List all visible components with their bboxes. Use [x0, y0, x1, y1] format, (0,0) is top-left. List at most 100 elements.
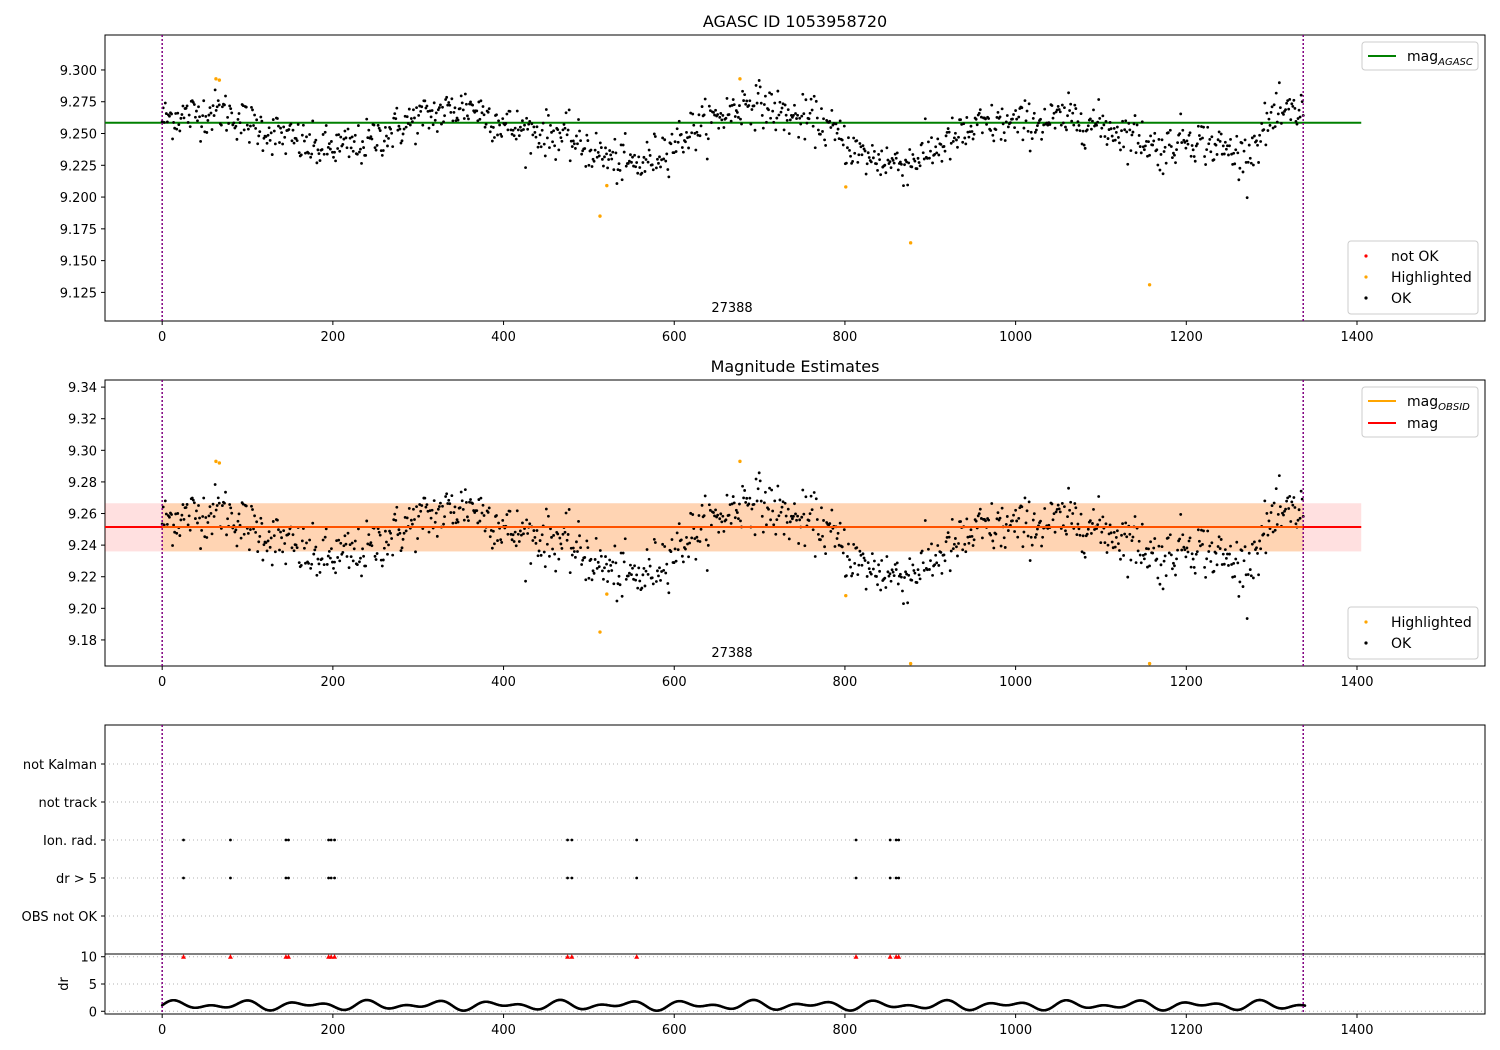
ok-point: [865, 575, 869, 578]
ok-point: [795, 117, 798, 120]
ok-point: [1146, 565, 1149, 569]
ok-point: [646, 160, 650, 164]
ok-point: [819, 538, 822, 542]
ok-point: [382, 139, 386, 143]
ok-point: [637, 155, 641, 159]
ok-point: [596, 151, 600, 154]
ok-point: [213, 483, 217, 486]
ok-point: [906, 183, 910, 187]
ok-point: [214, 508, 218, 512]
ok-point: [402, 531, 406, 535]
ok-point: [321, 538, 325, 542]
ok-point: [606, 580, 609, 583]
ok-point: [1267, 117, 1271, 121]
ok-point: [254, 530, 258, 534]
ok-point: [1151, 143, 1155, 147]
ok-point: [539, 145, 543, 149]
ok-point: [270, 153, 274, 156]
ok-point: [244, 504, 248, 508]
legend-box: [1361, 386, 1479, 438]
ok-point: [318, 571, 322, 574]
ok-point: [895, 151, 899, 155]
ok-point: [1011, 519, 1014, 523]
ok-point: [230, 111, 234, 115]
ok-point: [1117, 542, 1120, 546]
ok-point: [309, 566, 313, 570]
ok-point: [767, 108, 770, 112]
ok-point: [1221, 552, 1225, 556]
ok-point: [407, 107, 411, 111]
ok-point: [861, 552, 865, 556]
ok-point: [1051, 518, 1055, 522]
ok-point: [304, 151, 307, 155]
ok-point: [1067, 486, 1070, 490]
ok-point: [429, 115, 433, 119]
ok-point: [615, 182, 619, 185]
ok-point: [1219, 132, 1223, 136]
ok-point: [1085, 532, 1089, 536]
ok-point: [417, 514, 421, 518]
flag-point: [229, 876, 232, 880]
ok-point: [439, 501, 442, 505]
ok-point: [574, 147, 577, 150]
ok-point: [412, 507, 415, 511]
ok-point: [320, 148, 324, 151]
ok-point: [934, 553, 938, 557]
ok-point: [326, 146, 330, 149]
ok-point: [448, 103, 452, 107]
ok-point: [339, 541, 343, 545]
ok-point: [1249, 574, 1253, 578]
ok-point: [328, 556, 332, 560]
ok-point: [209, 511, 213, 515]
ok-point: [370, 137, 374, 141]
ok-point: [912, 569, 916, 572]
ok-point: [550, 535, 553, 539]
ok-point: [629, 563, 632, 567]
ok-point: [648, 564, 652, 568]
ok-point: [743, 489, 747, 492]
ok-point: [593, 558, 597, 561]
ok-point: [486, 510, 490, 514]
ok-point: [1128, 532, 1132, 536]
ok-point: [483, 529, 487, 533]
ok-point: [372, 123, 376, 127]
ok-point: [610, 157, 614, 161]
ok-point: [428, 109, 432, 113]
ok-point: [600, 569, 604, 573]
ok-point: [984, 117, 987, 121]
ok-point: [724, 116, 728, 120]
ok-point: [1138, 145, 1142, 148]
ok-point: [431, 123, 435, 127]
ok-point: [636, 586, 640, 590]
agasc-panel-line-legend: magAGASC: [1361, 41, 1479, 71]
ok-point: [362, 146, 366, 149]
ok-point: [788, 118, 792, 122]
ok-point: [1166, 536, 1170, 540]
ok-point: [996, 511, 1000, 514]
ok-point: [504, 122, 508, 125]
ok-point: [745, 496, 749, 500]
ok-point: [631, 566, 634, 570]
legend-box: [1347, 606, 1479, 660]
y-tick-label: 9.30: [68, 444, 97, 459]
ok-point: [365, 519, 369, 523]
ok-point: [658, 566, 661, 570]
ok-point: [609, 153, 613, 157]
ok-point: [266, 539, 270, 543]
ok-point: [400, 546, 404, 550]
ok-point: [309, 155, 313, 159]
ok-point: [344, 136, 348, 140]
ok-point: [1163, 145, 1167, 149]
ok-point: [242, 128, 246, 132]
legend-label: not OK: [1391, 249, 1439, 265]
ok-point: [1052, 111, 1056, 115]
ok-point: [400, 139, 404, 143]
ok-point: [283, 135, 287, 139]
ok-point: [773, 101, 777, 105]
ok-point: [884, 586, 888, 589]
ok-point: [860, 153, 864, 157]
ok-point: [1184, 555, 1188, 559]
ok-point: [1034, 533, 1038, 536]
ok-point: [620, 594, 624, 598]
